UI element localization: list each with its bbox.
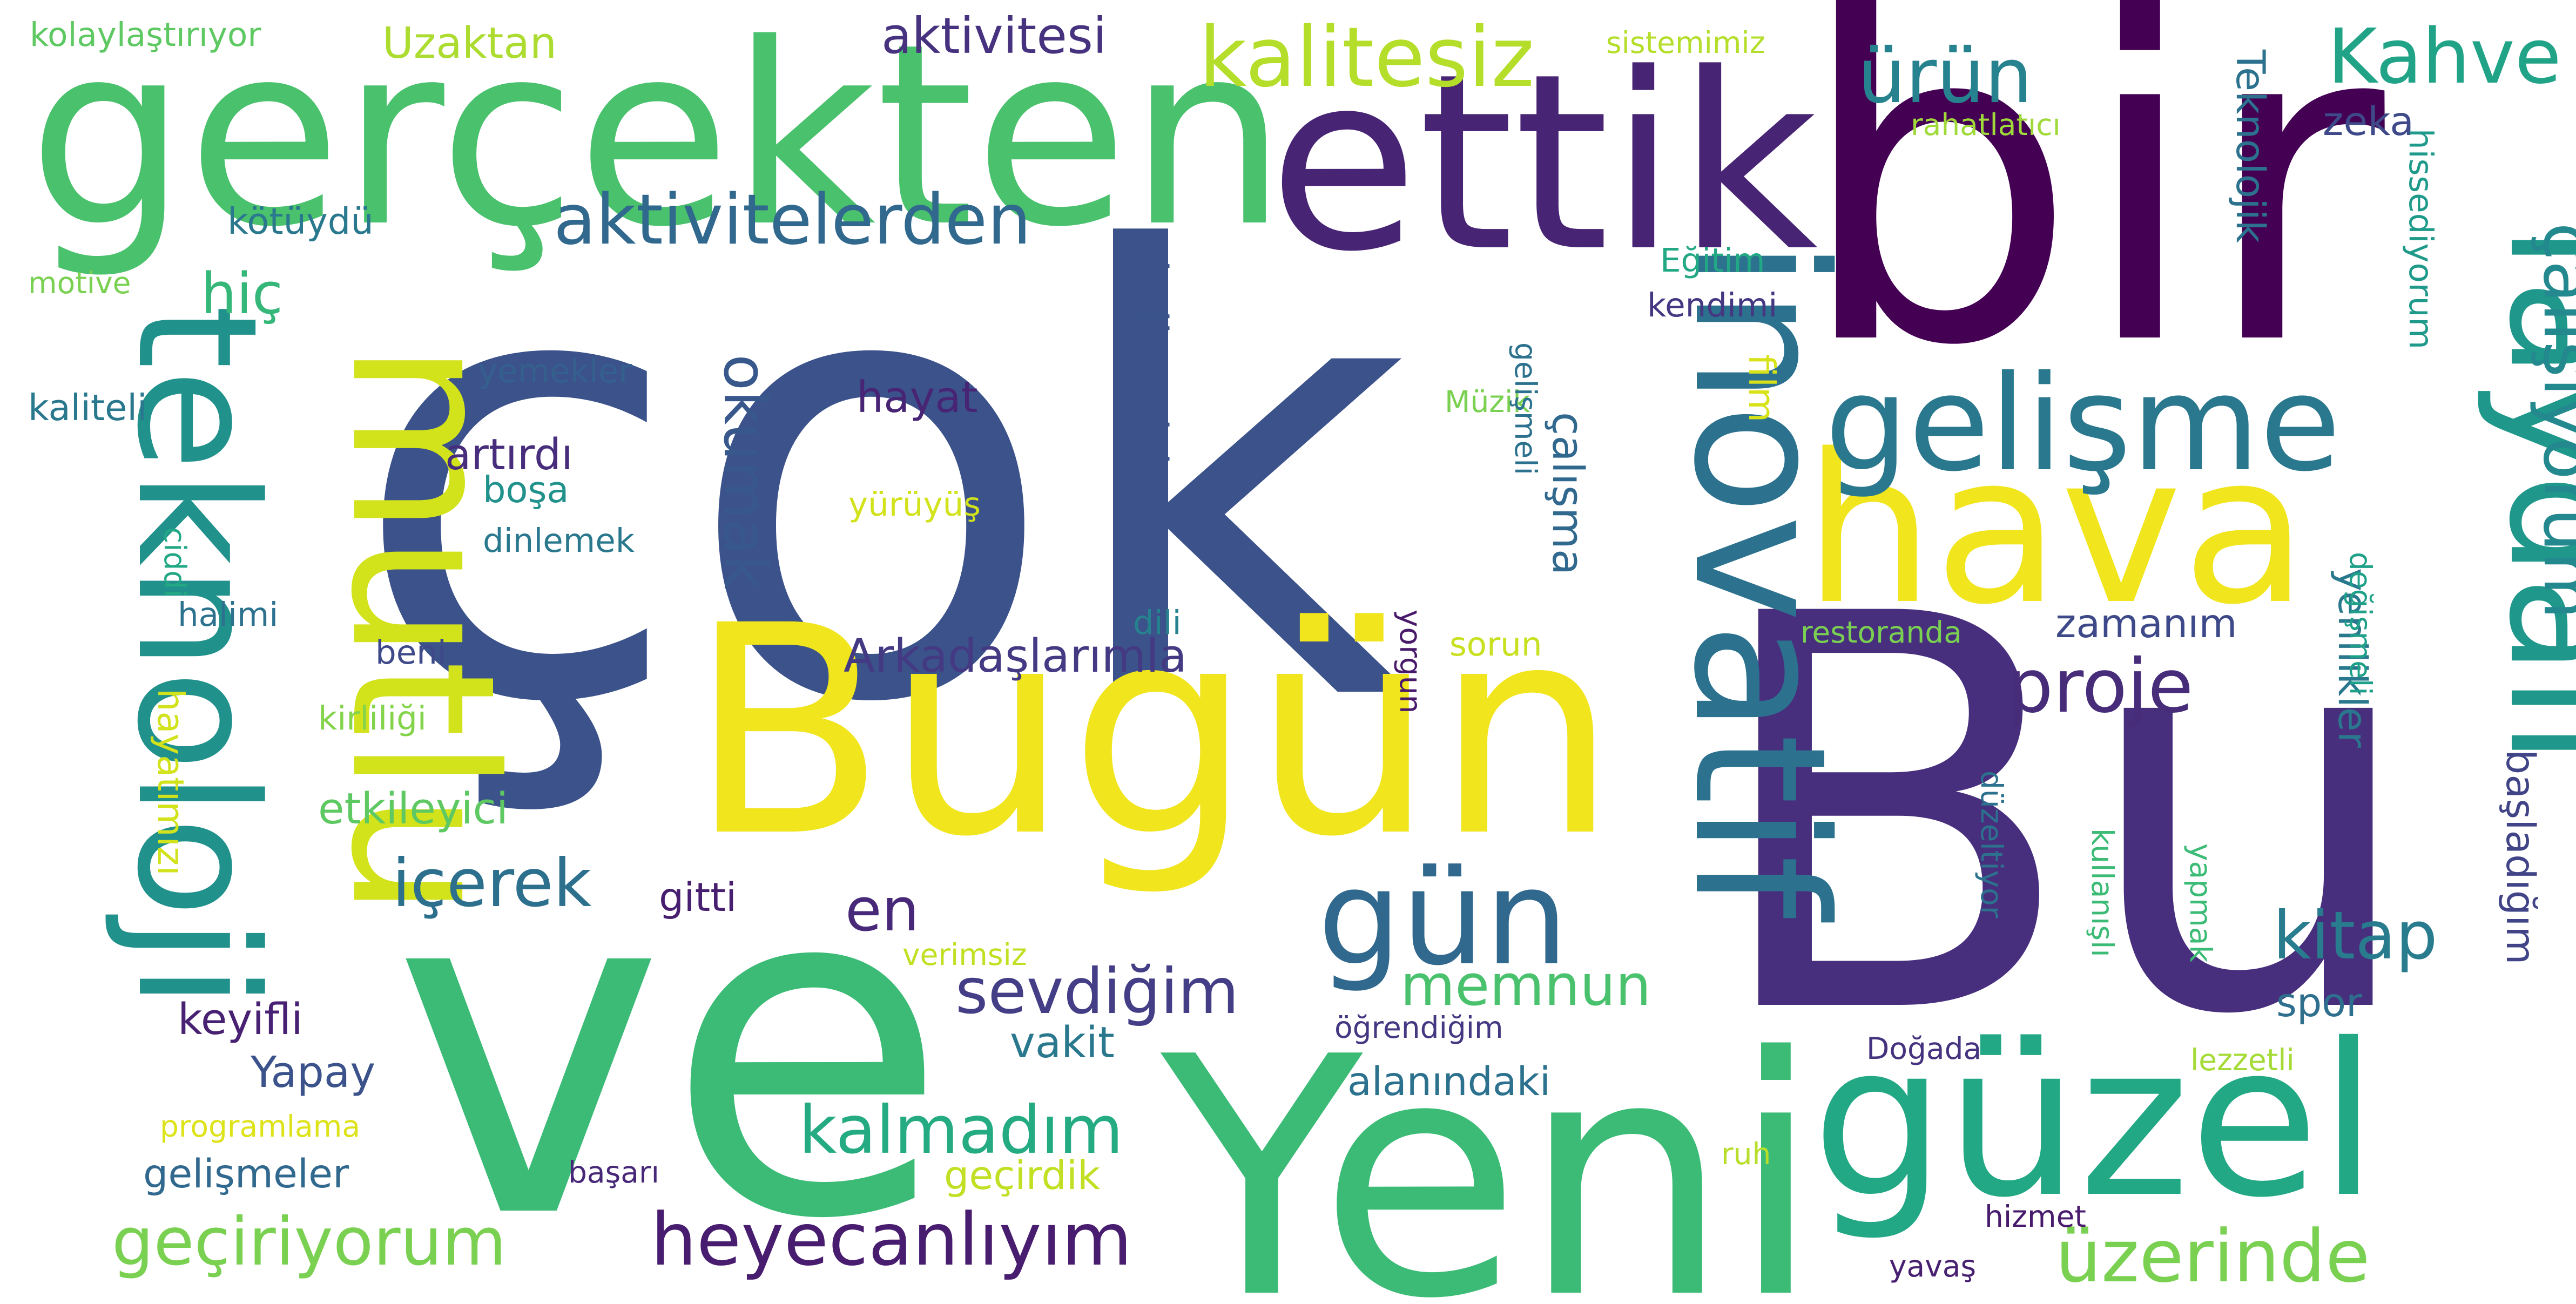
- word-36: kolaylaştırıyor: [30, 16, 261, 54]
- word-4: Yeni: [1156, 987, 1822, 1304]
- word-84: programlama: [160, 1109, 360, 1144]
- word-52: Müzik: [1445, 384, 1530, 419]
- word-72: spor: [2276, 980, 2363, 1026]
- word-46: yemekler: [478, 352, 632, 390]
- word-60: ciddi: [158, 527, 192, 598]
- word-23: geçiriyorum: [112, 1204, 507, 1280]
- word-34: Uzaktan: [382, 18, 557, 68]
- word-2: ve: [392, 783, 949, 1304]
- word-49: boşa: [483, 469, 569, 511]
- word-82: yapmak: [2183, 843, 2218, 962]
- word-56: çalışma: [1543, 412, 1593, 575]
- word-14: gelişme: [1825, 347, 2341, 501]
- word-64: hayatımızı: [150, 688, 192, 876]
- word-51: yürüyüş: [848, 485, 981, 524]
- word-83: lezzetli: [2190, 1043, 2295, 1077]
- word-1: çok: [349, 126, 1411, 836]
- word-31: en: [845, 875, 919, 944]
- word-53: film: [1741, 354, 1783, 422]
- word-18: Kahve: [2328, 13, 2561, 101]
- word-37: sistemimiz: [1606, 25, 1765, 60]
- word-24: üzerinde: [2055, 1214, 2370, 1299]
- word-87: verimsiz: [902, 937, 1027, 972]
- word-33: hiç: [201, 261, 283, 327]
- word-74: keyifli: [178, 995, 303, 1044]
- word-27: içerek: [392, 845, 592, 922]
- word-63: kirliliği: [318, 699, 427, 738]
- word-21: çalışıyorum: [2528, 222, 2576, 619]
- word-66: Arkadaşlarımla: [844, 630, 1187, 683]
- word-8: güzel: [1812, 998, 2378, 1244]
- word-3: bir: [1796, 0, 2390, 443]
- word-10: mutlu: [307, 342, 537, 918]
- word-16: kalitesiz: [1199, 10, 1534, 106]
- word-78: öğrendiğim: [1334, 1010, 1503, 1045]
- word-57: yenilikler: [2329, 568, 2375, 748]
- word-28: okumak: [711, 354, 780, 590]
- word-32: aktivitesi: [881, 7, 1107, 65]
- word-11: inovatif: [1654, 239, 1865, 923]
- word-86: geçirdik: [944, 1153, 1101, 1199]
- word-25: kalmadım: [799, 1092, 1123, 1168]
- word-80: düzeltiyor: [1974, 771, 2009, 918]
- word-81: kullanışlı: [2085, 828, 2120, 957]
- word-76: vakit: [1010, 1018, 1115, 1067]
- word-77: alanındaki: [1347, 1059, 1550, 1105]
- word-19: aktivitelerden: [554, 180, 1031, 260]
- word-22: heyecanlıyım: [651, 1198, 1132, 1282]
- word-17: ürün: [1858, 32, 2033, 120]
- word-48: artırdı: [445, 430, 573, 479]
- word-79: Doğada: [1866, 1031, 1981, 1066]
- word-69: sorun: [1449, 625, 1542, 664]
- word-5: Bugün: [689, 564, 1618, 900]
- word-38: rahatlatıcı: [1911, 107, 2061, 142]
- word-6: gerçekten: [28, 0, 1287, 282]
- word-54: gelişmeli: [1508, 342, 1543, 475]
- word-15: gün: [1318, 841, 1568, 995]
- word-20: proje: [2006, 644, 2193, 729]
- word-89: ruh: [1721, 1137, 1771, 1171]
- word-65: etkileyici: [318, 784, 508, 834]
- word-7: ettik: [1269, 22, 1818, 305]
- word-41: hissediyorum: [2402, 129, 2440, 349]
- word-55: kalitemizi: [1127, 260, 1176, 465]
- word-67: dili: [1133, 604, 1182, 642]
- word-75: Yapay: [250, 1048, 375, 1097]
- word-43: kendimi: [1647, 286, 1777, 325]
- word-71: başladığım: [2497, 749, 2543, 964]
- word-12: teknoloji: [101, 305, 293, 1009]
- word-35: kötüydü: [227, 200, 374, 242]
- word-91: yavaş: [1889, 1249, 1976, 1283]
- word-73: gitti: [659, 875, 737, 921]
- word-85: gelişmeler: [143, 1151, 349, 1197]
- word-62: beni: [375, 633, 447, 672]
- word-39: zeka: [2323, 99, 2414, 145]
- word-26: sevdiğim: [955, 955, 1239, 1028]
- word-0: Bu: [1705, 501, 2422, 1133]
- word-70: restoranda: [1800, 615, 1962, 650]
- word-30: kitap: [2273, 897, 2438, 974]
- word-90: hizmet: [1985, 1199, 2086, 1234]
- word-50: dinlemek: [483, 522, 635, 560]
- word-45: kaliteli: [28, 387, 147, 429]
- word-9: hava: [1804, 410, 2308, 650]
- word-47: hayat: [857, 373, 978, 422]
- word-40: Teknolojik: [2227, 49, 2273, 244]
- word-42: Eğitim: [1660, 241, 1765, 280]
- word-29: memnun: [1400, 952, 1651, 1018]
- word-58: zamanım: [2055, 601, 2237, 647]
- word-88: başarı: [568, 1155, 659, 1190]
- word-68: yorgun: [1393, 610, 1428, 713]
- word-44: motive: [28, 266, 131, 300]
- word-13: faydalı: [2473, 222, 2576, 765]
- word-61: halimi: [178, 596, 278, 634]
- word-59: değişmeli: [2343, 552, 2378, 695]
